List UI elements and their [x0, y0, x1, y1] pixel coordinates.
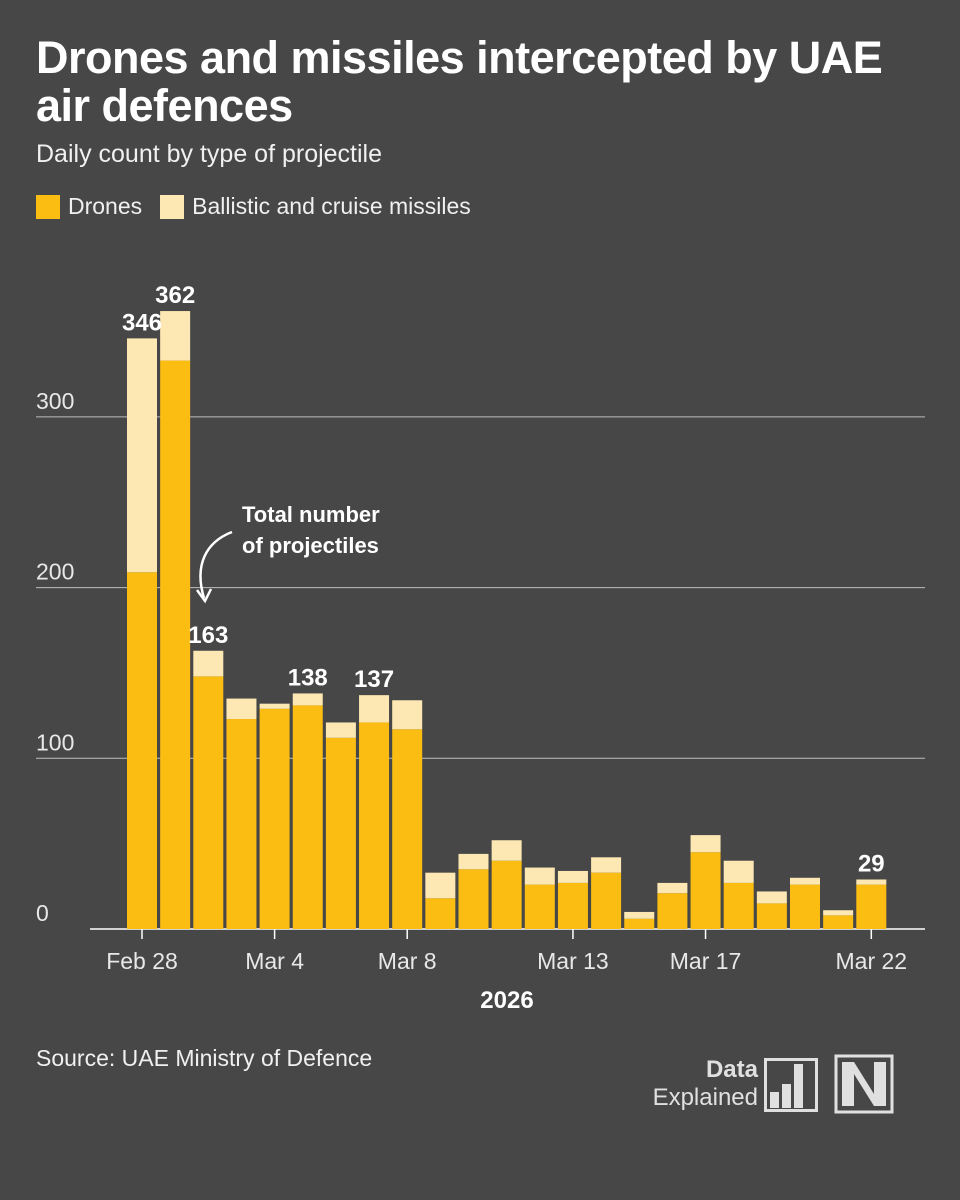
bar-missiles — [557, 870, 588, 883]
bar-missiles — [491, 840, 522, 861]
bar-missiles — [160, 311, 191, 361]
annotation-arrow-icon — [199, 530, 233, 599]
bar-missiles — [823, 910, 854, 916]
bar-missiles — [524, 867, 555, 885]
bar-drones — [491, 860, 522, 929]
bar-drones — [259, 708, 290, 929]
y-tick-label: 0 — [36, 900, 49, 926]
bar-drones — [359, 722, 390, 929]
bar-missiles — [193, 650, 224, 677]
x-tick-label: Mar 13 — [537, 948, 609, 974]
legend-item-missiles: Ballistic and cruise missiles — [160, 193, 471, 220]
bar-drones — [193, 676, 224, 929]
bar-drones — [524, 884, 555, 929]
x-tick-label: Mar 22 — [836, 948, 908, 974]
total-data-label: 346 — [122, 309, 162, 336]
bars-layer — [127, 311, 887, 930]
bar-drones — [756, 903, 787, 929]
legend-item-drones: Drones — [36, 193, 142, 220]
bar-drones — [657, 893, 688, 929]
bar-drones — [292, 705, 323, 929]
bar-drones — [723, 882, 754, 929]
bar-missiles — [690, 835, 721, 853]
bar-missiles — [624, 911, 655, 919]
bar-drones — [425, 898, 456, 929]
legend-swatch-missiles — [160, 194, 185, 219]
bar-missiles — [425, 872, 456, 899]
total-data-label: 163 — [188, 622, 228, 649]
legend-label-missiles: Ballistic and cruise missiles — [192, 193, 471, 219]
chart-title: Drones and missiles intercepted by UAE a… — [36, 32, 883, 131]
annotation-layer: Total number of projectiles — [195, 502, 380, 604]
legend: Drones Ballistic and cruise missiles — [36, 193, 489, 220]
x-tick-label: Feb 28 — [106, 948, 178, 974]
bar-missiles — [359, 695, 390, 723]
x-tick-label: Mar 17 — [670, 948, 742, 974]
bar-missiles — [723, 860, 754, 883]
bar-drones — [325, 737, 356, 929]
bar-missiles — [591, 857, 622, 873]
y-tick-label: 300 — [36, 388, 74, 414]
source-note: Source: UAE Ministry of Defence — [36, 1045, 373, 1071]
total-data-label: 362 — [155, 282, 195, 309]
bar-missiles — [458, 853, 489, 870]
total-data-label: 29 — [858, 850, 885, 877]
bar-drones — [790, 884, 820, 929]
x-axis-title: 2026 — [480, 987, 533, 1014]
bar-drones — [226, 719, 257, 929]
bar-missiles — [292, 693, 323, 706]
bar-drones — [160, 360, 191, 930]
y-tick-label: 200 — [36, 559, 74, 585]
bar-missiles — [790, 877, 820, 885]
legend-swatch-drones — [36, 194, 60, 219]
x-tick-label: Mar 8 — [378, 948, 437, 974]
bar-drones — [127, 572, 157, 929]
bar-missiles — [392, 700, 423, 730]
bar-drones — [690, 852, 721, 929]
bar-chart-logo-icon — [764, 1058, 818, 1112]
data-explained-logo: Data Explained — [640, 1056, 758, 1112]
bar-drones — [458, 869, 489, 929]
total-data-label: 137 — [354, 666, 394, 693]
annotation-arrowhead-icon — [195, 588, 213, 604]
total-data-label: 138 — [288, 664, 328, 691]
bar-drones — [823, 915, 854, 929]
bar-drones — [392, 729, 423, 929]
bar-missiles — [756, 891, 787, 904]
logo-explained-text: Explained — [652, 1084, 758, 1111]
bar-missiles — [856, 879, 887, 885]
bar-drones — [557, 882, 588, 929]
bar-drones — [856, 884, 887, 929]
bar-drones — [624, 918, 655, 929]
bar-missiles — [259, 703, 290, 709]
bar-missiles — [226, 698, 257, 720]
bar-missiles — [657, 882, 688, 894]
annotation-line-1: Total number — [242, 502, 380, 527]
legend-label-drones: Drones — [68, 193, 143, 219]
bar-drones — [591, 872, 622, 929]
logo-data-text: Data — [705, 1056, 758, 1083]
bar-missiles — [127, 338, 157, 573]
annotation-line-2: of projectiles — [242, 533, 379, 558]
bar-missiles — [325, 722, 356, 738]
the-national-logo-icon — [834, 1054, 894, 1114]
chart-subtitle: Daily count by type of projectile — [36, 140, 383, 168]
y-tick-label: 100 — [36, 729, 74, 755]
x-tick-label: Mar 4 — [245, 948, 304, 974]
